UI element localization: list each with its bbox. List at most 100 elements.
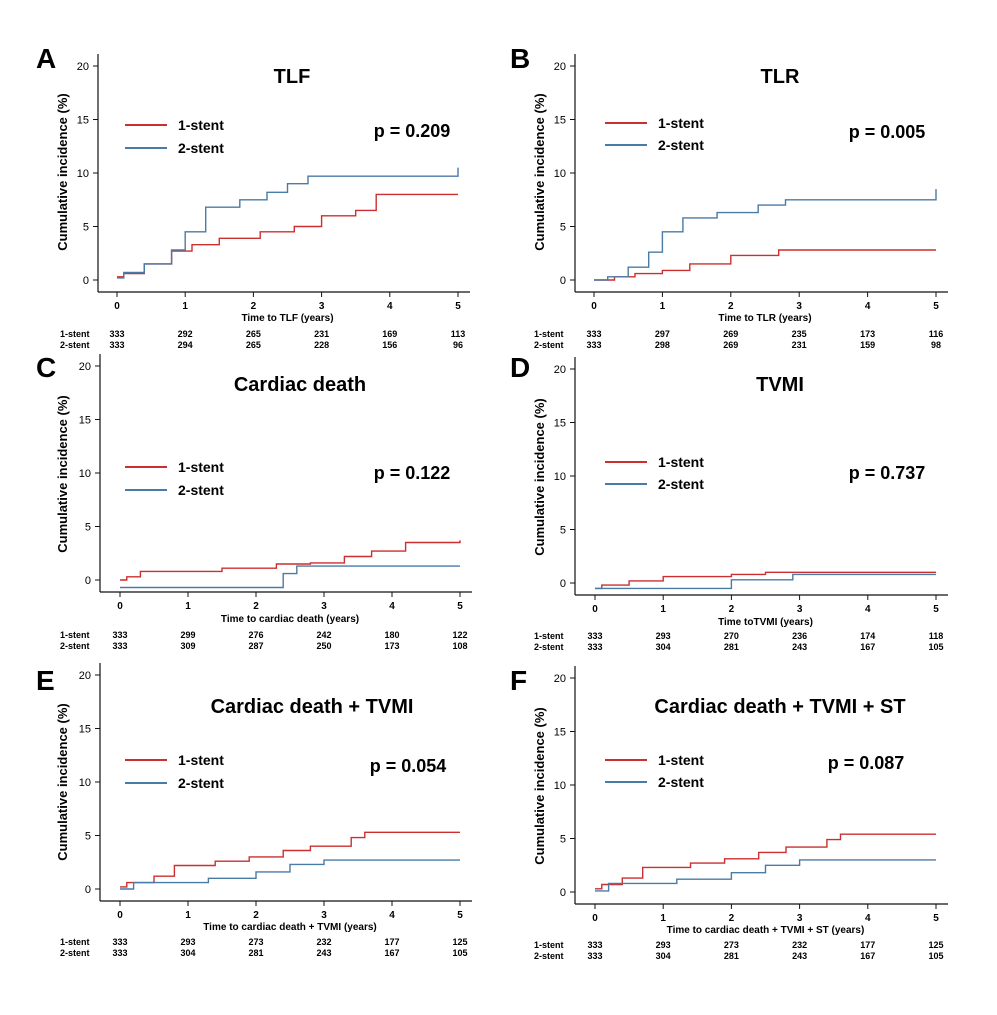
at-risk-value: 333	[109, 329, 124, 339]
at-risk-value: 167	[860, 951, 875, 961]
y-tick-label: 20	[554, 364, 566, 376]
y-tick-label: 10	[554, 471, 566, 483]
at-risk-row-label: 1-stent	[534, 940, 564, 950]
at-risk-value: 281	[724, 951, 739, 961]
x-tick-label: 0	[591, 301, 597, 312]
x-tick-label: 0	[117, 910, 123, 921]
x-tick-label: 4	[865, 604, 871, 615]
legend-label: 1-stent	[658, 454, 704, 470]
p-value: p = 0.737	[849, 463, 926, 483]
at-risk-value: 156	[382, 340, 397, 350]
panel-a: A 0 5 10 15 20 0 1 2 3 4 5 Time to TLF (years) Cumula…	[36, 43, 470, 350]
at-risk-value: 250	[316, 641, 331, 651]
chart-title: Cardiac death + TVMI	[211, 696, 414, 718]
series-line-1-stent	[120, 540, 461, 581]
at-risk-value: 105	[928, 642, 943, 652]
at-risk-value: 167	[384, 948, 399, 958]
at-risk-value: 273	[248, 937, 263, 947]
at-risk-row-label: 2-stent	[60, 641, 90, 651]
chart-title: Cardiac death + TVMI + ST	[654, 696, 905, 718]
panel-letter: C	[36, 352, 56, 383]
at-risk-value: 333	[586, 340, 601, 350]
x-tick-label: 0	[592, 913, 598, 924]
at-risk-value: 333	[112, 937, 127, 947]
x-tick-label: 4	[389, 601, 395, 612]
x-tick-label: 4	[389, 910, 395, 921]
panel-letter: F	[510, 665, 527, 696]
x-axis-title: Time toTVMI (years)	[718, 617, 813, 628]
at-risk-value: 309	[180, 641, 195, 651]
at-risk-value: 333	[587, 940, 602, 950]
panel-letter: B	[510, 43, 530, 74]
legend-label: 1-stent	[178, 459, 224, 475]
x-tick-label: 2	[728, 301, 734, 312]
x-axis-title: Time to TLR (years)	[718, 313, 811, 324]
at-risk-row-label: 1-stent	[534, 631, 564, 641]
p-value: p = 0.005	[849, 122, 926, 142]
x-axis-title: Time to cardiac death + TVMI + ST (years…	[667, 925, 865, 936]
at-risk-value: 333	[112, 948, 127, 958]
legend-label: 1-stent	[658, 752, 704, 768]
legend-label: 2-stent	[178, 775, 224, 791]
y-axis-title: Cumulative incidence (%)	[55, 93, 70, 250]
x-tick-label: 2	[251, 301, 257, 312]
y-axis-title: Cumulative incidence (%)	[55, 395, 70, 552]
x-tick-label: 2	[253, 910, 259, 921]
x-tick-label: 5	[933, 913, 939, 924]
x-tick-label: 1	[660, 301, 666, 312]
at-risk-value: 228	[314, 340, 329, 350]
at-risk-value: 333	[587, 642, 602, 652]
series-line-2-stent	[120, 565, 460, 589]
at-risk-value: 122	[452, 630, 467, 640]
y-tick-label: 0	[83, 275, 89, 287]
at-risk-value: 242	[316, 630, 331, 640]
at-risk-value: 269	[723, 340, 738, 350]
at-risk-value: 98	[931, 340, 941, 350]
series-line-2-stent	[117, 167, 459, 279]
x-tick-label: 0	[117, 601, 123, 612]
at-risk-value: 273	[724, 940, 739, 950]
panel-c: C 0 5 10 15 20 0 1 2 3 4 5 Time to cardiac death (ye…	[36, 352, 472, 651]
y-tick-label: 10	[79, 777, 91, 789]
legend-label: 2-stent	[178, 140, 224, 156]
y-tick-label: 0	[560, 887, 566, 899]
x-tick-label: 0	[592, 604, 598, 615]
at-risk-value: 292	[178, 329, 193, 339]
y-tick-label: 10	[79, 468, 91, 480]
at-risk-row-label: 2-stent	[60, 948, 90, 958]
chart-title: TLR	[761, 66, 800, 88]
at-risk-value: 304	[180, 948, 195, 958]
y-tick-label: 5	[560, 222, 566, 234]
panel-letter: A	[36, 43, 56, 74]
y-tick-label: 15	[554, 418, 566, 430]
series-line-1-stent	[595, 833, 936, 890]
at-risk-value: 173	[384, 641, 399, 651]
at-risk-value: 243	[792, 951, 807, 961]
x-tick-label: 1	[660, 604, 666, 615]
y-axis-title: Cumulative incidence (%)	[55, 703, 70, 860]
x-tick-label: 2	[253, 601, 259, 612]
y-tick-label: 15	[554, 115, 566, 127]
at-risk-value: 299	[180, 630, 195, 640]
panel-letter: E	[36, 665, 55, 696]
at-risk-value: 293	[180, 937, 195, 947]
at-risk-value: 113	[451, 329, 466, 339]
x-axis-title: Time to TLF (years)	[241, 313, 333, 324]
x-tick-label: 2	[729, 913, 735, 924]
legend-label: 2-stent	[178, 482, 224, 498]
at-risk-value: 270	[724, 631, 739, 641]
panel-letter: D	[510, 352, 530, 383]
at-risk-value: 180	[384, 630, 399, 640]
at-risk-value: 169	[382, 329, 397, 339]
at-risk-value: 108	[452, 641, 467, 651]
y-tick-label: 0	[560, 578, 566, 590]
at-risk-value: 304	[656, 642, 671, 652]
at-risk-value: 298	[655, 340, 670, 350]
at-risk-row-label: 2-stent	[534, 951, 564, 961]
y-tick-label: 10	[554, 168, 566, 180]
at-risk-value: 116	[929, 329, 944, 339]
at-risk-value: 96	[453, 340, 463, 350]
at-risk-value: 269	[723, 329, 738, 339]
chart-title: TLF	[274, 66, 311, 88]
